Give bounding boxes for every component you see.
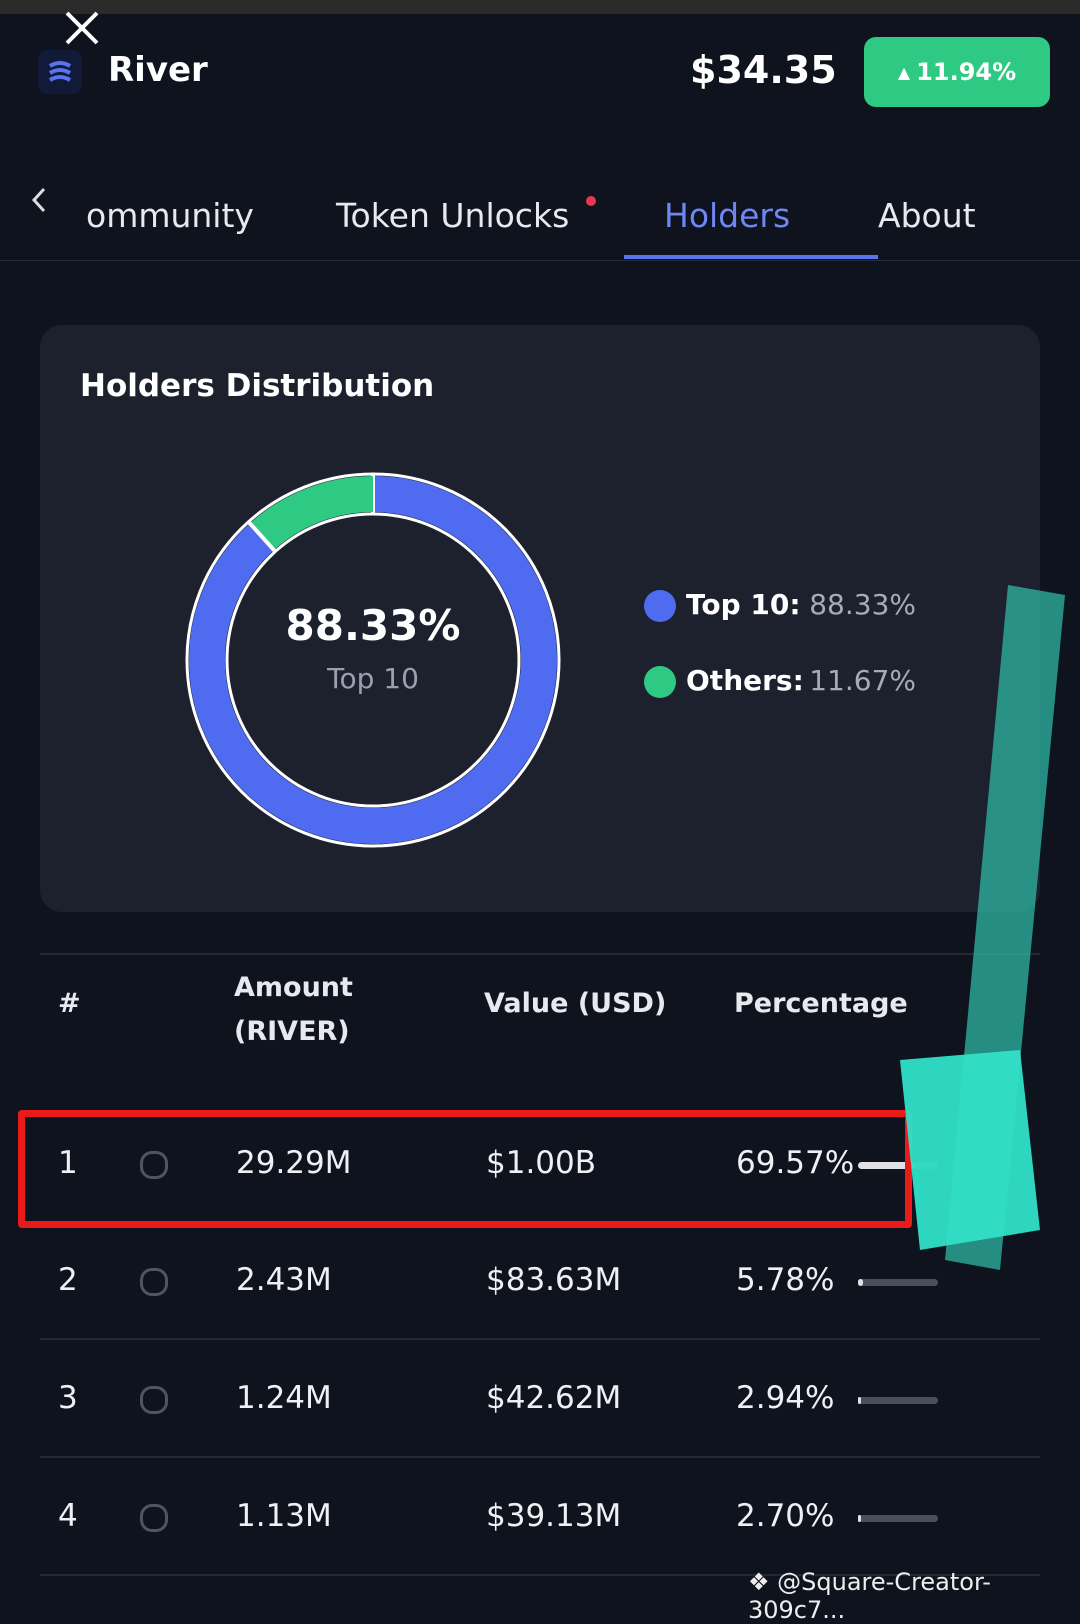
donut-segment bbox=[189, 476, 557, 844]
table-cell: 4 bbox=[58, 1498, 78, 1534]
donut-center-label: Top 10 bbox=[326, 662, 419, 695]
watermark: ❖ @Square-Creator-309c7... bbox=[748, 1568, 991, 1624]
highlight-box bbox=[18, 1110, 912, 1228]
divider bbox=[40, 953, 1040, 955]
percent-bar bbox=[858, 1279, 863, 1286]
price-change: ▲ 11.94% bbox=[864, 37, 1050, 107]
donut-outline bbox=[225, 512, 521, 808]
price-change-value: 11.94% bbox=[916, 58, 1017, 86]
table-cell: 2.70% bbox=[736, 1498, 835, 1534]
divider bbox=[40, 1456, 1040, 1458]
tab[interactable]: Token Unlocks bbox=[336, 196, 570, 235]
table-cell: 1.24M bbox=[236, 1380, 332, 1416]
column-header: Percentage bbox=[734, 988, 908, 1019]
legend-value: 88.33% bbox=[809, 588, 916, 621]
table-cell: $1.00B bbox=[486, 1145, 597, 1181]
table-cell: $83.63M bbox=[486, 1262, 622, 1298]
table-cell: 3 bbox=[58, 1380, 78, 1416]
donut-outline bbox=[185, 472, 561, 848]
percent-track bbox=[858, 1397, 938, 1404]
column-header: Value (USD) bbox=[484, 988, 667, 1019]
table-cell: $42.62M bbox=[486, 1380, 622, 1416]
segment-separator bbox=[247, 521, 277, 553]
row-icon bbox=[140, 1268, 168, 1296]
token-price: $34.35 bbox=[690, 48, 837, 92]
token-name: River bbox=[108, 50, 208, 90]
card-title: Holders Distribution bbox=[80, 368, 435, 404]
legend-dot bbox=[644, 590, 676, 622]
watermark-text: @Square-Creator-309c7... bbox=[748, 1568, 991, 1624]
row-icon bbox=[140, 1386, 168, 1414]
donut-chart: 88.33% Top 10 bbox=[185, 472, 561, 848]
tab[interactable]: About bbox=[878, 196, 976, 235]
table-cell: 5.78% bbox=[736, 1262, 835, 1298]
legend-dot bbox=[644, 666, 676, 698]
tab-indicator bbox=[624, 255, 878, 259]
scribble bbox=[900, 585, 1065, 1270]
tab-active[interactable]: Holders bbox=[664, 196, 791, 235]
percent-track bbox=[858, 1515, 938, 1522]
table-cell: 29.29M bbox=[236, 1145, 352, 1181]
column-header: Amount (RIVER) bbox=[234, 972, 353, 1047]
legend-value: 11.67% bbox=[809, 664, 916, 697]
table-cell: 2.43M bbox=[236, 1262, 332, 1298]
donut-segment bbox=[249, 476, 374, 551]
close-button[interactable] bbox=[62, 8, 102, 48]
percent-bar bbox=[858, 1162, 914, 1169]
percent-track bbox=[858, 1279, 938, 1286]
tabs-back[interactable] bbox=[28, 185, 52, 215]
column-header: # bbox=[58, 988, 81, 1019]
tab-divider bbox=[0, 260, 1080, 261]
table-cell: 2.94% bbox=[736, 1380, 835, 1416]
percent-bar bbox=[858, 1397, 861, 1404]
legend-name: Others: bbox=[686, 664, 804, 697]
table-cell: 69.57% bbox=[736, 1145, 855, 1181]
token-icon bbox=[38, 50, 82, 94]
row-icon bbox=[140, 1151, 168, 1179]
notification-dot bbox=[586, 196, 596, 206]
table-cell: $39.13M bbox=[486, 1498, 622, 1534]
tab[interactable]: ommunity bbox=[86, 196, 254, 235]
legend-name: Top 10: bbox=[686, 588, 801, 621]
divider bbox=[40, 1574, 1040, 1576]
percent-bar bbox=[858, 1515, 861, 1522]
table-cell: 1.13M bbox=[236, 1498, 332, 1534]
status-strip bbox=[0, 0, 1080, 14]
divider bbox=[40, 1338, 1040, 1340]
row-icon bbox=[140, 1504, 168, 1532]
table-cell: 1 bbox=[58, 1145, 78, 1181]
donut-center-value: 88.33% bbox=[286, 601, 461, 650]
table-cell: 2 bbox=[58, 1262, 78, 1298]
